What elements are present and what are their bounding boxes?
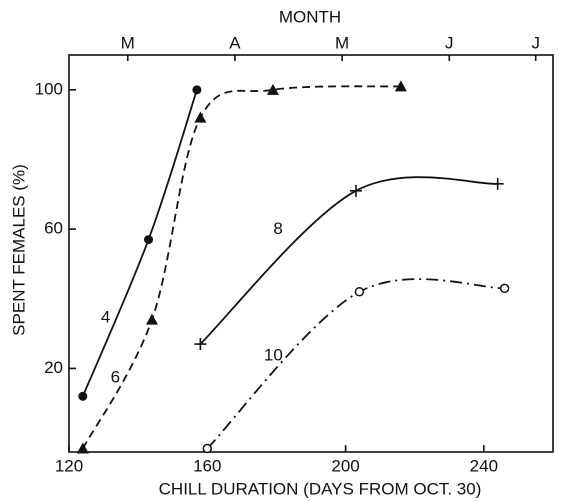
marker (194, 338, 207, 351)
y-tick-label: 20 (44, 358, 63, 377)
x2-tick-label: A (229, 33, 241, 52)
marker (266, 83, 279, 95)
marker (78, 391, 88, 401)
series-line (82, 85, 401, 449)
series-label: 8 (273, 219, 282, 238)
x-tick-label: 160 (193, 456, 221, 475)
series-label: 4 (101, 307, 110, 326)
top-axis-title: MONTH (279, 7, 341, 26)
marker (192, 85, 202, 95)
x2-tick-label: J (531, 33, 540, 52)
series-line (199, 176, 498, 345)
marker (194, 111, 207, 123)
x-tick-label: 200 (331, 456, 359, 475)
x-tick-label: 120 (55, 456, 83, 475)
y-axis-title: SPENT FEMALES (%) (9, 164, 28, 336)
series-line (81, 89, 198, 397)
series-line (206, 278, 505, 450)
x-axis-title: CHILL DURATION (DAYS FROM OCT. 30) (159, 479, 482, 498)
marker (349, 184, 362, 197)
marker (145, 313, 158, 325)
y-tick-label: 100 (35, 79, 63, 98)
marker (354, 287, 365, 297)
series-label: 10 (264, 346, 283, 365)
series-label: 6 (111, 368, 120, 387)
plot-frame (68, 54, 554, 453)
marker (202, 443, 213, 454)
marker (491, 177, 504, 190)
marker (394, 80, 407, 92)
x2-tick-label: M (121, 33, 135, 52)
marker (76, 442, 89, 454)
marker (144, 235, 154, 245)
x2-tick-label: M (335, 33, 349, 52)
marker (499, 283, 510, 294)
y-tick-label: 60 (44, 219, 63, 238)
x2-tick-label: J (445, 33, 454, 52)
x-tick-label: 240 (470, 456, 498, 475)
